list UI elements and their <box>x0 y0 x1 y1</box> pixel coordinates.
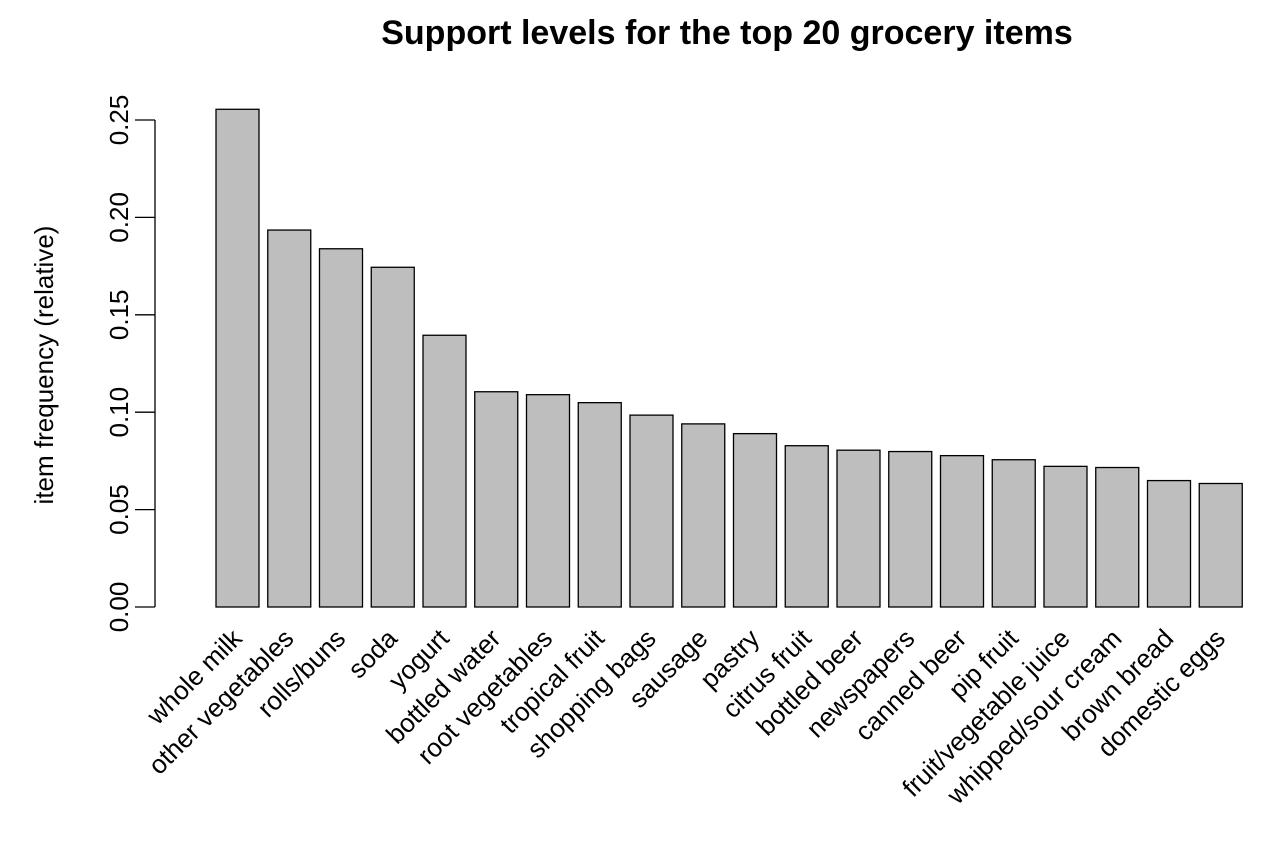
bar <box>577 402 622 608</box>
bar <box>836 449 881 608</box>
bar <box>474 391 519 608</box>
bar <box>1043 465 1088 608</box>
y-tick-label: 0.00 <box>104 582 134 633</box>
bar <box>215 108 260 608</box>
bar <box>525 394 571 608</box>
bar <box>1095 466 1140 608</box>
bar <box>784 445 829 608</box>
bar <box>629 414 674 608</box>
bar <box>1146 479 1192 608</box>
y-axis-label: item frequency (relative) <box>29 226 59 505</box>
bar <box>422 334 467 608</box>
bar <box>370 266 415 608</box>
y-tick-label: 0.05 <box>104 484 134 535</box>
bar <box>991 459 1036 608</box>
y-tick-label: 0.10 <box>104 387 134 438</box>
bar <box>732 432 778 608</box>
bar <box>267 229 312 608</box>
bar <box>888 450 933 608</box>
bar <box>318 248 364 608</box>
bar <box>939 454 985 608</box>
y-tick-label: 0.15 <box>104 289 134 340</box>
bar <box>681 423 726 608</box>
bars <box>215 108 1243 608</box>
y-tick-label: 0.25 <box>104 95 134 146</box>
bar <box>1198 482 1243 608</box>
chart-title: Support levels for the top 20 grocery it… <box>381 14 1073 52</box>
y-tick-label: 0.20 <box>104 192 134 243</box>
y-axis: 0.00 0.05 0.10 0.15 0.20 0.25 <box>104 95 156 633</box>
